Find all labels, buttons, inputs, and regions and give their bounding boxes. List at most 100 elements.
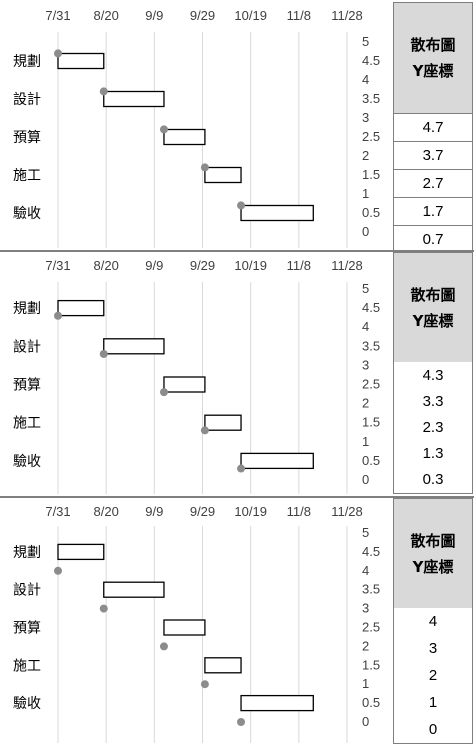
x-tick-label: 8/20 (94, 8, 119, 23)
y-tick-label: 2 (362, 638, 369, 653)
table-cell: 3 (393, 635, 473, 663)
x-tick-label: 9/9 (145, 258, 163, 273)
y-tick-label: 4.5 (362, 53, 380, 68)
y-tick-label: 2 (362, 396, 369, 411)
scatter-point (237, 464, 246, 473)
task-bar (204, 166, 242, 184)
y-tick-label: 1 (362, 186, 369, 201)
task-bar (103, 90, 165, 108)
table-cell: 1.3 (393, 440, 473, 468)
x-tick-label: 11/28 (331, 258, 363, 273)
x-tick-label: 9/9 (145, 504, 163, 519)
table-cell: 1 (393, 689, 473, 717)
task-bar (57, 543, 105, 561)
task-label: 預算 (13, 378, 41, 394)
task-bar (163, 128, 206, 146)
y-tick-label: 2.5 (362, 620, 380, 635)
y-tick-label: 1.5 (362, 167, 380, 182)
table-cell: 3.3 (393, 388, 473, 416)
task-bar (240, 694, 314, 712)
header-line-1: 散布圖 (410, 532, 456, 550)
scatter-point (200, 680, 209, 689)
task-label: 施工 (13, 416, 41, 432)
y-tick-label: 0.5 (362, 453, 380, 468)
scatter-point (200, 426, 209, 435)
gantt-chart-1: 7/31 8/20 9/9 9/29 10/19 11/8 11/28 5 4.5 4 3.5 3 2.… (13, 8, 380, 248)
y-tick-label: 5 (362, 34, 369, 49)
task-bar (103, 338, 165, 355)
task-label: 驗收 (13, 206, 41, 222)
y-tick-label: 3.5 (362, 91, 380, 106)
scatter-point (159, 388, 168, 397)
scatter-point (200, 163, 209, 172)
table-header: 散布圖 Y座標 (393, 2, 473, 114)
header-line-2: Y座標 (412, 558, 454, 576)
y-tick-label: 3 (362, 110, 369, 125)
task-label: 預算 (13, 621, 41, 637)
y-tick-label: 2 (362, 148, 369, 163)
table-cell: 4 (393, 608, 473, 636)
scatter-point (54, 49, 62, 58)
task-bar (57, 299, 105, 317)
y-tick-label: 3 (362, 601, 369, 616)
task-label: 施工 (13, 168, 41, 184)
task-label: 設計 (13, 583, 41, 599)
header-line-2: Y座標 (412, 62, 454, 80)
y-tick-label: 2.5 (362, 129, 380, 144)
table-cell: 2.7 (393, 170, 473, 198)
scatter-point (99, 349, 108, 358)
y-tick-label: 0 (362, 472, 369, 487)
x-tick-label: 8/20 (94, 258, 119, 273)
y-tick-label: 5 (362, 525, 369, 540)
y-tick-label: 4 (362, 72, 369, 87)
task-bar (163, 619, 206, 636)
y-tick-label: 0 (362, 714, 369, 729)
x-tick-label: 11/8 (287, 258, 311, 273)
task-label: 設計 (13, 339, 41, 355)
scatter-point (54, 311, 62, 320)
x-tick-label: 7/31 (45, 504, 70, 519)
x-tick-label: 11/8 (287, 504, 311, 519)
gantt-chart-2: 7/31 8/20 9/9 9/29 10/19 11/8 11/28 5 4.5 4 3.5 3 2.… (13, 258, 380, 494)
task-bar (163, 376, 206, 393)
y-tick-label: 1 (362, 434, 369, 449)
task-label: 規劃 (13, 301, 41, 317)
table-cell: 0.3 (393, 466, 473, 494)
x-tick-label: 9/29 (190, 258, 215, 273)
table-header: 散布圖 Y座標 (393, 252, 473, 364)
y-tick-label: 1.5 (362, 415, 380, 430)
task-bar (57, 52, 105, 70)
x-tick-label: 11/28 (331, 504, 363, 519)
scatter-point (99, 604, 108, 613)
y-tick-label: 5 (362, 281, 369, 296)
task-label: 規劃 (13, 545, 41, 561)
y-tick-label: 0.5 (362, 205, 380, 220)
table-cell: 4.3 (393, 362, 473, 390)
table-cell: 2 (393, 662, 473, 690)
x-tick-label: 9/29 (190, 8, 215, 23)
x-tick-label: 10/19 (234, 8, 267, 23)
task-label: 施工 (13, 658, 41, 674)
task-bar (103, 581, 165, 598)
x-tick-label: 9/9 (145, 8, 163, 23)
table-cell: 3.7 (393, 142, 473, 170)
task-label: 驗收 (13, 696, 41, 712)
y-tick-label: 4.5 (362, 300, 380, 315)
table-cell: 1.7 (393, 198, 473, 226)
gantt-chart-3: 7/31 8/20 9/9 9/29 10/19 11/8 11/28 5 4.5 4 3.5 3 2.… (13, 504, 380, 743)
table-cell: 2.3 (393, 414, 473, 442)
x-tick-label: 7/31 (45, 258, 70, 273)
chart-panel-1: 7/31 8/20 9/9 9/29 10/19 11/8 11/28 5 4.5 4 3.5 3 2.… (0, 0, 474, 254)
scatter-point (54, 566, 62, 575)
task-label: 設計 (13, 92, 41, 108)
x-tick-label: 11/28 (331, 8, 363, 23)
task-label: 驗收 (13, 454, 41, 470)
scatter-point (159, 125, 168, 134)
y-tick-label: 4 (362, 319, 369, 334)
header-line-1: 散布圖 (410, 286, 456, 304)
y-tick-label: 1.5 (362, 657, 380, 672)
chart-panel-2: 7/31 8/20 9/9 9/29 10/19 11/8 11/28 5 4.5 4 3.5 3 2.… (0, 252, 474, 496)
panel-divider (0, 496, 474, 498)
y-tick-label: 4.5 (362, 544, 380, 559)
scatter-point (159, 642, 168, 651)
